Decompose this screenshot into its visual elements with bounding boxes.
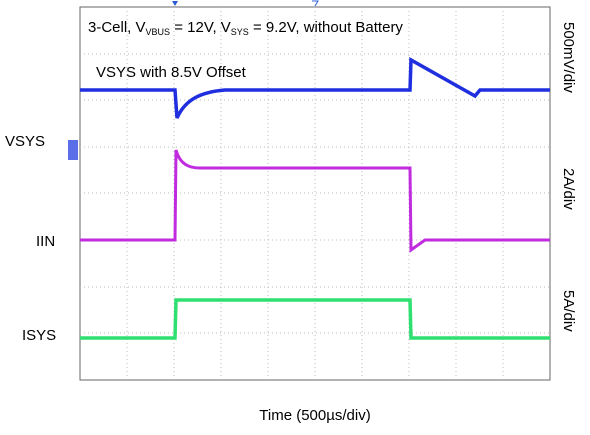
title-part: = 12V, V [170,19,231,36]
title-sub: VBUS [146,27,171,37]
vsys-marker [68,140,78,160]
title-sub: SYS [231,27,249,37]
trigger-marker [172,1,178,6]
channel-label: ISYS [22,327,56,344]
title-part: 3-Cell, V [88,19,146,36]
annotation: VSYS with 8.5V Offset [96,64,247,81]
x-axis-label: Time (500µs/div) [259,407,370,424]
channel-label: IIN [36,233,55,250]
channel-scale: 500mV/div [560,22,577,93]
center-marker [312,0,319,7]
title-part: = 9.2V, without Battery [249,19,404,36]
channel-label: VSYS [5,133,45,150]
channel-scale: 2A/div [560,168,577,210]
isys-trace [80,298,550,340]
vsys-trace [80,57,550,119]
channel-scale: 5A/div [560,290,577,332]
plot-frame [79,6,551,381]
chart-title: 3-Cell, VVBUS = 12V, VSYS = 9.2V, withou… [88,19,403,37]
iin-trace [80,149,550,253]
